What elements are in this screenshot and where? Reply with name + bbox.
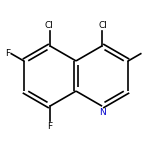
Text: Cl: Cl — [45, 21, 53, 30]
Text: F: F — [47, 122, 52, 131]
Text: Cl: Cl — [99, 21, 107, 30]
Text: N: N — [99, 108, 106, 117]
Text: F: F — [5, 49, 10, 58]
